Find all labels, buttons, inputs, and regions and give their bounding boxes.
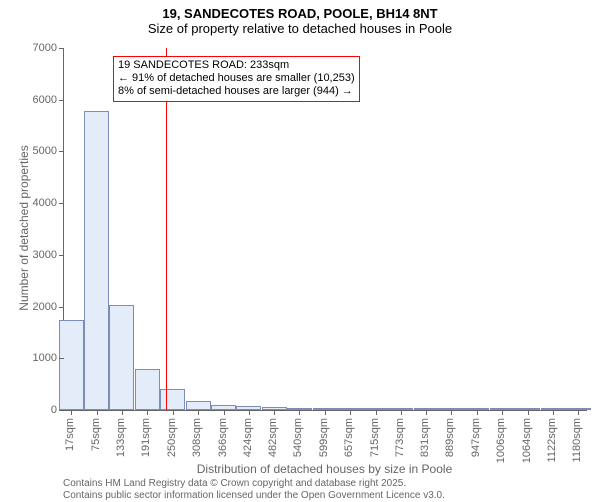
x-tick [502, 410, 503, 415]
y-tick [59, 255, 64, 256]
title-area: 19, SANDECOTES ROAD, POOLE, BH14 8NT Siz… [0, 0, 600, 36]
x-tick [451, 410, 452, 415]
x-tick [553, 410, 554, 415]
x-tick [426, 410, 427, 415]
x-tick [376, 410, 377, 415]
x-tick-label: 75sqm [90, 418, 102, 451]
x-tick [173, 410, 174, 415]
x-tick [97, 410, 98, 415]
x-tick [198, 410, 199, 415]
x-tick-label: 1064sqm [521, 418, 533, 463]
x-tick-label: 599sqm [318, 418, 330, 457]
y-tick-label: 0 [51, 404, 57, 416]
x-tick [477, 410, 478, 415]
x-tick [249, 410, 250, 415]
x-tick-label: 1180sqm [571, 418, 583, 462]
x-tick-label: 657sqm [343, 418, 355, 457]
y-tick-label: 5000 [33, 145, 57, 157]
x-tick-label: 1006sqm [495, 418, 507, 463]
x-tick-label: 424sqm [242, 418, 254, 457]
x-tick-label: 715sqm [369, 418, 381, 457]
chart-root: 19, SANDECOTES ROAD, POOLE, BH14 8NT Siz… [0, 0, 600, 500]
x-tick [299, 410, 300, 415]
x-tick-label: 831sqm [419, 418, 431, 457]
x-tick [401, 410, 402, 415]
x-tick-label: 482sqm [267, 418, 279, 457]
y-tick [59, 151, 64, 152]
y-tick [59, 100, 64, 101]
annotation-line: 19 SANDECOTES ROAD: 233sqm [118, 59, 355, 72]
annotation-box: 19 SANDECOTES ROAD: 233sqm ← 91% of deta… [113, 56, 360, 102]
footer-line: Contains public sector information licen… [63, 490, 445, 502]
x-tick [147, 410, 148, 415]
y-tick [59, 48, 64, 49]
x-tick [71, 410, 72, 415]
x-tick-label: 947sqm [470, 418, 482, 457]
y-tick-label: 2000 [33, 301, 57, 313]
chart-subtitle: Size of property relative to detached ho… [0, 21, 600, 36]
footer-line: Contains HM Land Registry data © Crown c… [63, 478, 445, 490]
plot-area [63, 48, 587, 411]
histogram-bar [59, 320, 84, 411]
y-tick [59, 203, 64, 204]
y-tick-label: 4000 [33, 197, 57, 209]
reference-line [166, 48, 167, 410]
histogram-bar [135, 369, 160, 410]
annotation-line: ← 91% of detached houses are smaller (10… [118, 72, 355, 85]
y-tick-label: 7000 [33, 42, 57, 54]
x-tick-label: 17sqm [64, 418, 76, 451]
chart-title: 19, SANDECOTES ROAD, POOLE, BH14 8NT [0, 6, 600, 21]
x-tick [578, 410, 579, 415]
y-tick-label: 3000 [33, 249, 57, 261]
histogram-bar [160, 389, 185, 410]
x-tick-label: 1122sqm [546, 418, 558, 462]
x-tick-label: 773sqm [394, 418, 406, 457]
x-tick-label: 133sqm [115, 418, 127, 457]
annotation-line: 8% of semi-detached houses are larger (9… [118, 85, 355, 98]
x-tick-label: 366sqm [217, 418, 229, 457]
x-tick-label: 191sqm [140, 418, 152, 457]
histogram-bar [109, 305, 134, 410]
footer-attribution: Contains HM Land Registry data © Crown c… [63, 478, 445, 502]
x-axis-label: Distribution of detached houses by size … [63, 462, 586, 476]
y-tick-label: 6000 [33, 94, 57, 106]
y-axis-label: Number of detached properties [17, 128, 31, 328]
histogram-bar [186, 401, 211, 410]
histogram-bar [84, 111, 109, 410]
x-tick [274, 410, 275, 415]
y-tick [59, 358, 64, 359]
x-tick-label: 540sqm [292, 418, 304, 457]
y-tick [59, 410, 64, 411]
x-tick [350, 410, 351, 415]
y-tick-label: 1000 [33, 352, 57, 364]
x-tick-label: 250sqm [166, 418, 178, 457]
x-tick [224, 410, 225, 415]
x-tick [528, 410, 529, 415]
x-tick-label: 308sqm [191, 418, 203, 457]
x-tick [325, 410, 326, 415]
x-tick-label: 889sqm [444, 418, 456, 457]
x-tick [122, 410, 123, 415]
y-tick [59, 307, 64, 308]
